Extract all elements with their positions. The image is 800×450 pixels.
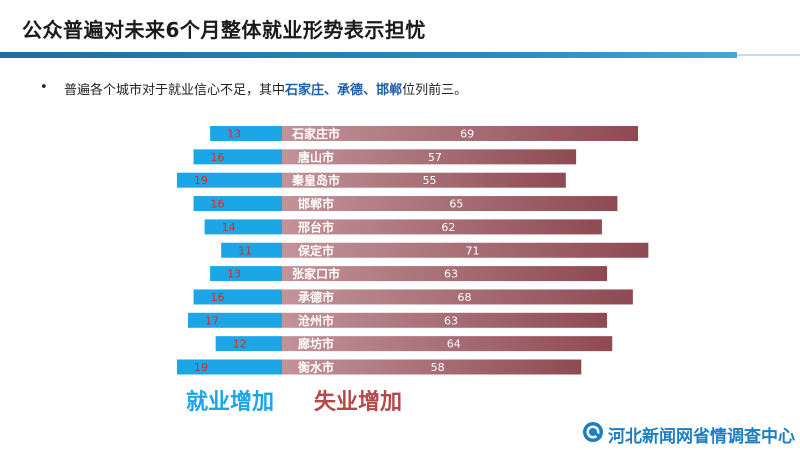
category-label: 邯郸市 xyxy=(298,196,334,211)
employment-value-label: 19 xyxy=(194,174,208,187)
employment-value-label: 13 xyxy=(227,128,241,141)
employment-bar xyxy=(176,172,282,188)
legend-unemployment: 失业增加 xyxy=(314,390,403,415)
unemployment-value-label: 62 xyxy=(441,221,455,234)
employment-bar xyxy=(210,126,282,141)
unemployment-bar xyxy=(282,219,602,235)
legend-employment: 就业增加 xyxy=(186,390,275,415)
unemployment-value-label: 71 xyxy=(466,244,480,257)
page-title: 公众普遍对未来6个月整体就业形势表示担忧 xyxy=(22,18,426,42)
category-label: 邢台市 xyxy=(298,219,334,234)
unemployment-bar xyxy=(282,149,577,165)
employment-bar xyxy=(193,149,282,165)
note-city-3: 邯郸 xyxy=(376,83,403,98)
employment-value-label: 11 xyxy=(238,244,252,257)
unemployment-bar xyxy=(282,359,582,375)
note-sep-2: 、 xyxy=(363,83,377,98)
unemployment-value-label: 65 xyxy=(449,198,463,211)
title-divider-tail xyxy=(737,54,800,56)
unemployment-value-label: 63 xyxy=(444,268,458,281)
title-divider xyxy=(0,52,737,58)
employment-value-label: 16 xyxy=(211,151,225,164)
note-city-1: 石家庄 xyxy=(285,83,325,98)
unemployment-bar xyxy=(282,336,613,352)
employment-bar xyxy=(193,289,282,305)
category-label: 石家庄市 xyxy=(291,126,340,141)
employment-bar xyxy=(221,242,282,258)
unemployment-bar xyxy=(282,126,639,141)
unemployment-bar xyxy=(282,196,618,212)
category-label: 张家口市 xyxy=(292,266,340,281)
employment-value-label: 19 xyxy=(194,361,208,374)
unemployment-value-label: 55 xyxy=(423,174,437,187)
unemployment-bar xyxy=(282,266,608,282)
category-label: 廊坊市 xyxy=(298,336,334,351)
employment-value-label: 13 xyxy=(227,268,241,281)
employment-value-label: 16 xyxy=(211,198,225,211)
logo-text: 河北新闻网省情调查中心 xyxy=(608,427,795,447)
category-label: 承德市 xyxy=(298,289,334,304)
employment-bar xyxy=(204,219,282,235)
unemployment-value-label: 68 xyxy=(457,291,471,304)
employment-value-label: 17 xyxy=(205,314,219,327)
employment-bar xyxy=(187,312,282,328)
category-label: 秦皇岛市 xyxy=(291,173,340,188)
category-label: 沧州市 xyxy=(298,313,334,328)
unemployment-value-label: 69 xyxy=(460,128,474,141)
employment-value-label: 14 xyxy=(222,221,236,234)
unemployment-bar xyxy=(282,172,566,188)
unemployment-bar xyxy=(282,242,649,258)
note-sep-1: 、 xyxy=(324,83,338,98)
employment-value-label: 16 xyxy=(211,291,225,304)
summary-note: 普遍各个城市对于就业信心不足，其中石家庄、承德、邯郸位列前三。 xyxy=(64,79,467,98)
unemployment-value-label: 57 xyxy=(428,151,442,164)
note-suffix: 位列前三。 xyxy=(402,83,468,98)
employment-value-label: 12 xyxy=(233,338,247,351)
category-label: 保定市 xyxy=(297,243,334,258)
unemployment-value-label: 63 xyxy=(444,314,458,327)
bullet-dot: • xyxy=(40,80,48,95)
note-city-2: 承德 xyxy=(337,83,364,98)
category-label: 衡水市 xyxy=(298,360,334,375)
employment-bar xyxy=(215,336,282,352)
employment-bar xyxy=(193,196,282,212)
employment-bar xyxy=(210,266,282,282)
unemployment-value-label: 64 xyxy=(447,338,461,351)
note-prefix: 普遍各个城市对于就业信心不足，其中 xyxy=(64,83,286,98)
employment-bar xyxy=(176,359,282,375)
unemployment-bar xyxy=(282,312,608,328)
unemployment-bar xyxy=(282,289,633,305)
logo-icon xyxy=(583,422,603,442)
category-label: 唐山市 xyxy=(298,149,334,164)
logo: 河北新闻网省情调查中心 xyxy=(582,420,795,447)
unemployment-value-label: 58 xyxy=(431,361,445,374)
